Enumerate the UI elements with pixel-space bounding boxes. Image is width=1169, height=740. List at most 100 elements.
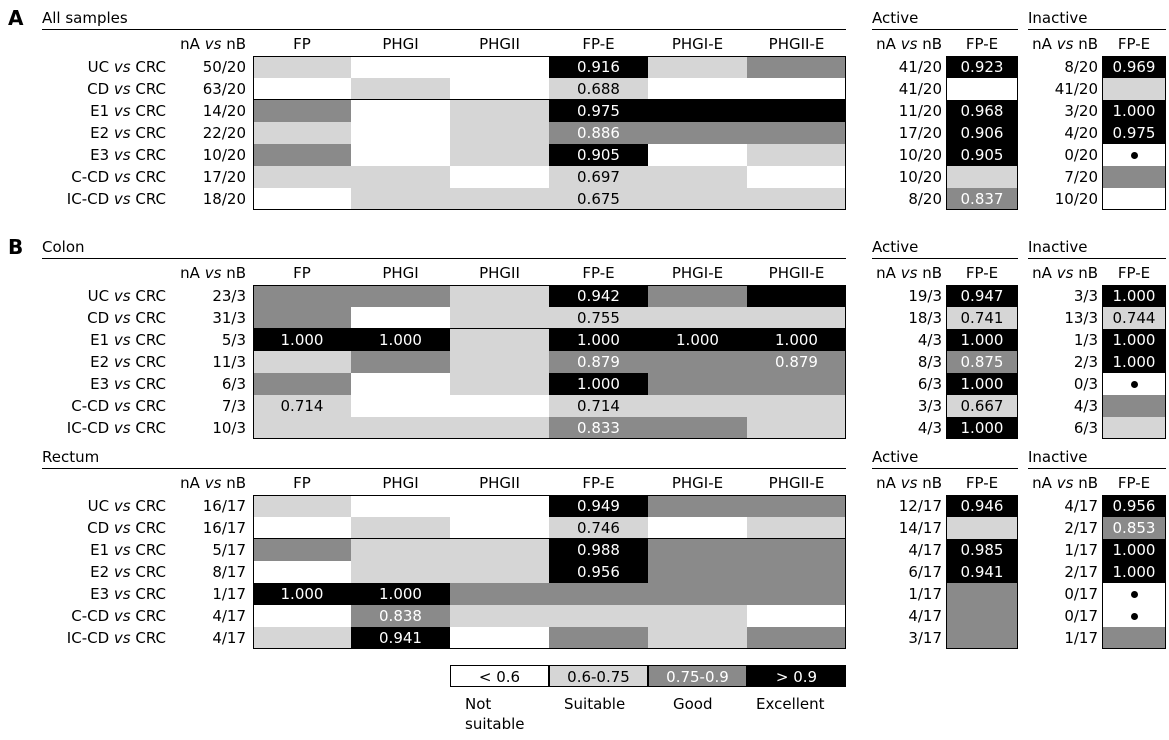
inactive-n: 0/17 <box>1064 607 1098 625</box>
cell-value: 0.879 <box>775 353 818 371</box>
active-cell <box>946 166 1018 188</box>
heatmap-cell <box>549 539 648 561</box>
heatmap-cell <box>450 351 549 373</box>
legend-box: 0.6-0.75 <box>549 665 648 687</box>
inactive-n: 0/3 <box>1073 375 1098 393</box>
inactive-n: 13/3 <box>1064 309 1098 327</box>
heatmap-cell <box>747 56 846 78</box>
active-pair-header: nA vs nB <box>876 264 942 282</box>
heatmap-cell <box>253 605 351 627</box>
active-rule <box>872 29 1018 30</box>
active-value: 0.941 <box>960 563 1004 581</box>
active-fpe-header: FP-E <box>965 264 999 282</box>
row-label: UC vs CRC <box>87 58 166 76</box>
active-value: 0.741 <box>960 309 1004 327</box>
inactive-cell <box>1102 417 1166 439</box>
heatmap-cell <box>450 495 549 517</box>
active-cell <box>946 56 1018 78</box>
row-n: 16/17 <box>202 497 246 515</box>
inactive-value: 0.853 <box>1112 519 1156 537</box>
heatmap-cell <box>747 395 846 417</box>
heatmap-cell <box>450 144 549 166</box>
heatmap-cell <box>549 78 648 100</box>
active-n: 6/3 <box>917 375 942 393</box>
inactive-n: 8/20 <box>1064 58 1098 76</box>
cell-value: 0.675 <box>577 190 620 208</box>
inactive-value: 1.000 <box>1112 287 1156 305</box>
column-header: FP-E <box>582 474 615 492</box>
active-value: 0.667 <box>960 397 1004 415</box>
heatmap-cell <box>549 561 648 583</box>
inactive-cell <box>1102 56 1166 78</box>
row-n: 10/3 <box>212 419 246 437</box>
heatmap-cell <box>253 517 351 539</box>
active-n: 41/20 <box>898 80 942 98</box>
heatmap-cell <box>747 144 846 166</box>
heatmap-cell <box>450 188 549 210</box>
heatmap-cell <box>648 78 747 100</box>
inactive-value: 1.000 <box>1112 563 1156 581</box>
row-n: 5/3 <box>221 331 246 349</box>
heatmap-cell <box>351 539 450 561</box>
row-label: E1 vs CRC <box>90 331 166 349</box>
row-n: 11/3 <box>212 353 246 371</box>
inactive-cell <box>1102 351 1166 373</box>
inactive-pair-header: nA vs nB <box>1032 474 1098 492</box>
row-label: E1 vs CRC <box>90 102 166 120</box>
cell-value: 0.697 <box>577 168 620 186</box>
heatmap-cell <box>351 373 450 395</box>
heatmap-cell <box>253 56 351 78</box>
heatmap-cell <box>351 417 450 439</box>
column-header: PHGII-E <box>768 35 825 53</box>
inactive-value: 0.744 <box>1112 309 1156 327</box>
heatmap-cell <box>648 561 747 583</box>
active-value: 0.875 <box>960 353 1004 371</box>
cell-value: 1.000 <box>280 331 324 349</box>
cell-value: 0.942 <box>577 287 620 305</box>
heatmap-cell <box>747 78 846 100</box>
column-header: FP <box>293 474 311 492</box>
inactive-value: 0.956 <box>1112 497 1156 515</box>
active-cell <box>946 78 1018 100</box>
heatmap-cell <box>253 417 351 439</box>
active-n: 8/3 <box>917 353 942 371</box>
inactive-cell <box>1102 627 1166 649</box>
inactive-title: Inactive <box>1028 9 1088 27</box>
row-n: 23/3 <box>212 287 246 305</box>
column-header: FP-E <box>582 264 615 282</box>
column-header: PHGII <box>479 264 520 282</box>
heatmap-cell <box>450 78 549 100</box>
inactive-cell <box>1102 166 1166 188</box>
inactive-value: 0.969 <box>1112 58 1156 76</box>
heatmap-cell <box>351 307 450 329</box>
inactive-cell <box>1102 307 1166 329</box>
inactive-value: 1.000 <box>1112 102 1156 120</box>
legend-label: Excellent <box>756 695 825 713</box>
heatmap-cell <box>351 285 450 307</box>
cell-value: 1.000 <box>280 585 324 603</box>
inactive-cell <box>1102 395 1166 417</box>
active-value: 0.946 <box>960 497 1004 515</box>
heatmap-cell <box>450 56 549 78</box>
heatmap-cell <box>648 307 747 329</box>
heatmap-cell <box>747 122 846 144</box>
cell-value: 0.755 <box>577 309 620 327</box>
empty-dot-marker <box>1130 612 1138 620</box>
heatmap-cell <box>351 627 450 649</box>
cell-value: 1.000 <box>379 585 422 603</box>
heatmap-cell <box>450 539 549 561</box>
cell-value: 1.000 <box>676 331 719 349</box>
active-n: 1/17 <box>908 585 942 603</box>
heatmap-cell <box>747 100 846 122</box>
heatmap-cell <box>450 373 549 395</box>
title-rule <box>42 258 846 259</box>
cell-value: 1.000 <box>775 331 818 349</box>
heatmap-cell <box>253 539 351 561</box>
cell-value: 0.905 <box>577 146 620 164</box>
row-n: 6/3 <box>221 375 246 393</box>
heatmap-cell <box>549 417 648 439</box>
active-pair-header: nA vs nB <box>876 474 942 492</box>
inactive-n: 4/20 <box>1064 124 1098 142</box>
pair-header: nA vs nB <box>180 264 246 282</box>
inactive-n: 3/3 <box>1073 287 1098 305</box>
